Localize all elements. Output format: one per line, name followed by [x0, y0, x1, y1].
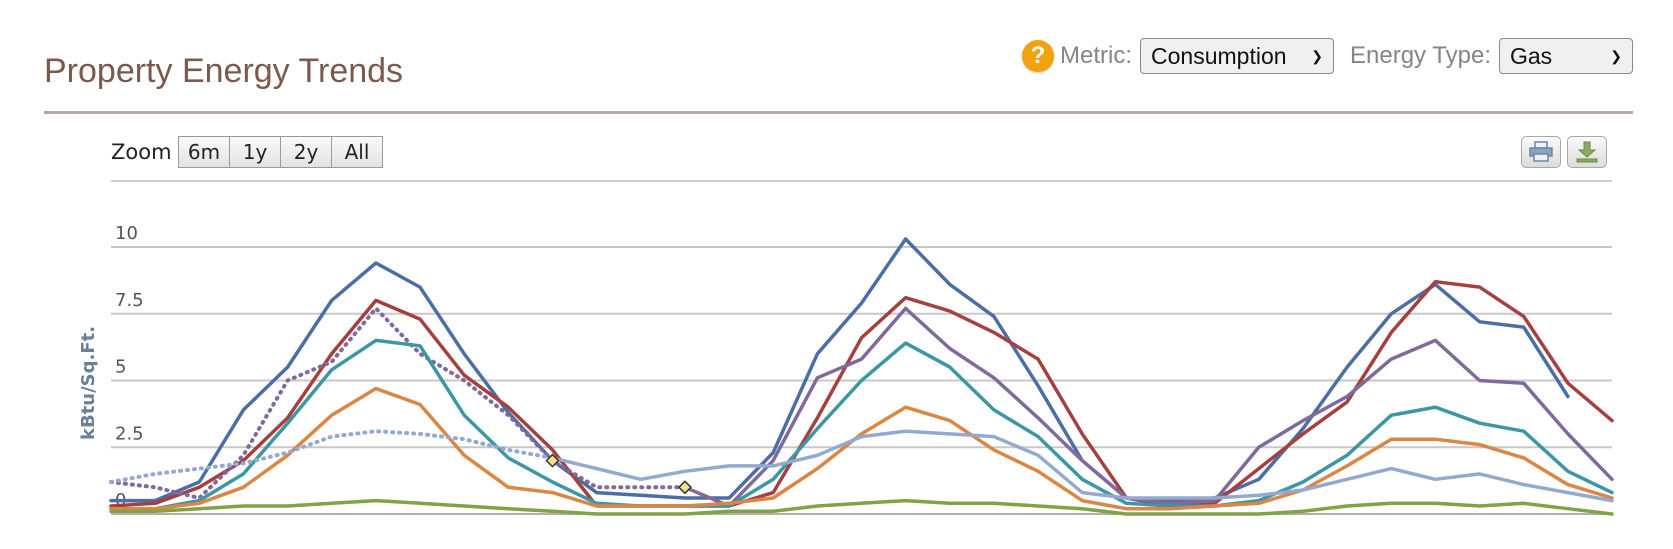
zoom-label: Zoom: [111, 140, 172, 164]
series-line-0[interactable]: [109, 237, 1570, 503]
metric-select[interactable]: Consumption ❯: [1140, 38, 1335, 74]
zoom-button-group: 6m 1y 2y All: [178, 136, 383, 168]
series-line-5[interactable]: [109, 386, 1614, 511]
y-tick-label: 7.5: [115, 290, 144, 311]
chevron-down-icon: ❯: [1311, 47, 1324, 64]
download-button[interactable]: [1567, 136, 1607, 168]
zoom-6m-button[interactable]: 6m: [178, 136, 230, 168]
zoom-all-button[interactable]: All: [331, 136, 383, 168]
chart-controls: ? Metric: Consumption ❯ Energy Type: Gas…: [1022, 38, 1633, 74]
metric-select-value: Consumption: [1151, 42, 1287, 69]
series-line-4[interactable]: [109, 338, 1614, 511]
series-line-6[interactable]: [109, 429, 555, 484]
series-line-2[interactable]: [109, 306, 687, 500]
series-line-1[interactable]: [109, 279, 1614, 508]
series-line-7[interactable]: [550, 429, 1614, 503]
energy-type-select-value: Gas: [1510, 42, 1553, 69]
download-icon: [1576, 141, 1598, 163]
data-point-marker-0[interactable]: [545, 453, 560, 468]
title-divider: [44, 111, 1633, 114]
series-line-3[interactable]: [683, 306, 1614, 508]
y-tick-label: 5: [115, 357, 126, 378]
page-title: Property Energy Trends: [44, 52, 404, 90]
print-icon: [1529, 141, 1553, 162]
metric-label: Metric:: [1060, 42, 1133, 69]
y-axis-title: kBtu/Sq.Ft.: [78, 326, 99, 440]
series-line-8[interactable]: [109, 498, 1614, 516]
chevron-down-icon: ❯: [1610, 47, 1622, 64]
y-tick-label: 2.5: [115, 423, 144, 444]
print-button[interactable]: [1521, 136, 1561, 168]
y-tick-label: 10: [115, 223, 138, 244]
help-circle-icon[interactable]: ?: [1022, 40, 1055, 72]
energy-type-label: Energy Type:: [1350, 42, 1491, 69]
energy-type-select[interactable]: Gas ❯: [1499, 38, 1633, 74]
zoom-1y-button[interactable]: 1y: [229, 136, 281, 168]
data-point-marker-1[interactable]: [677, 480, 692, 495]
